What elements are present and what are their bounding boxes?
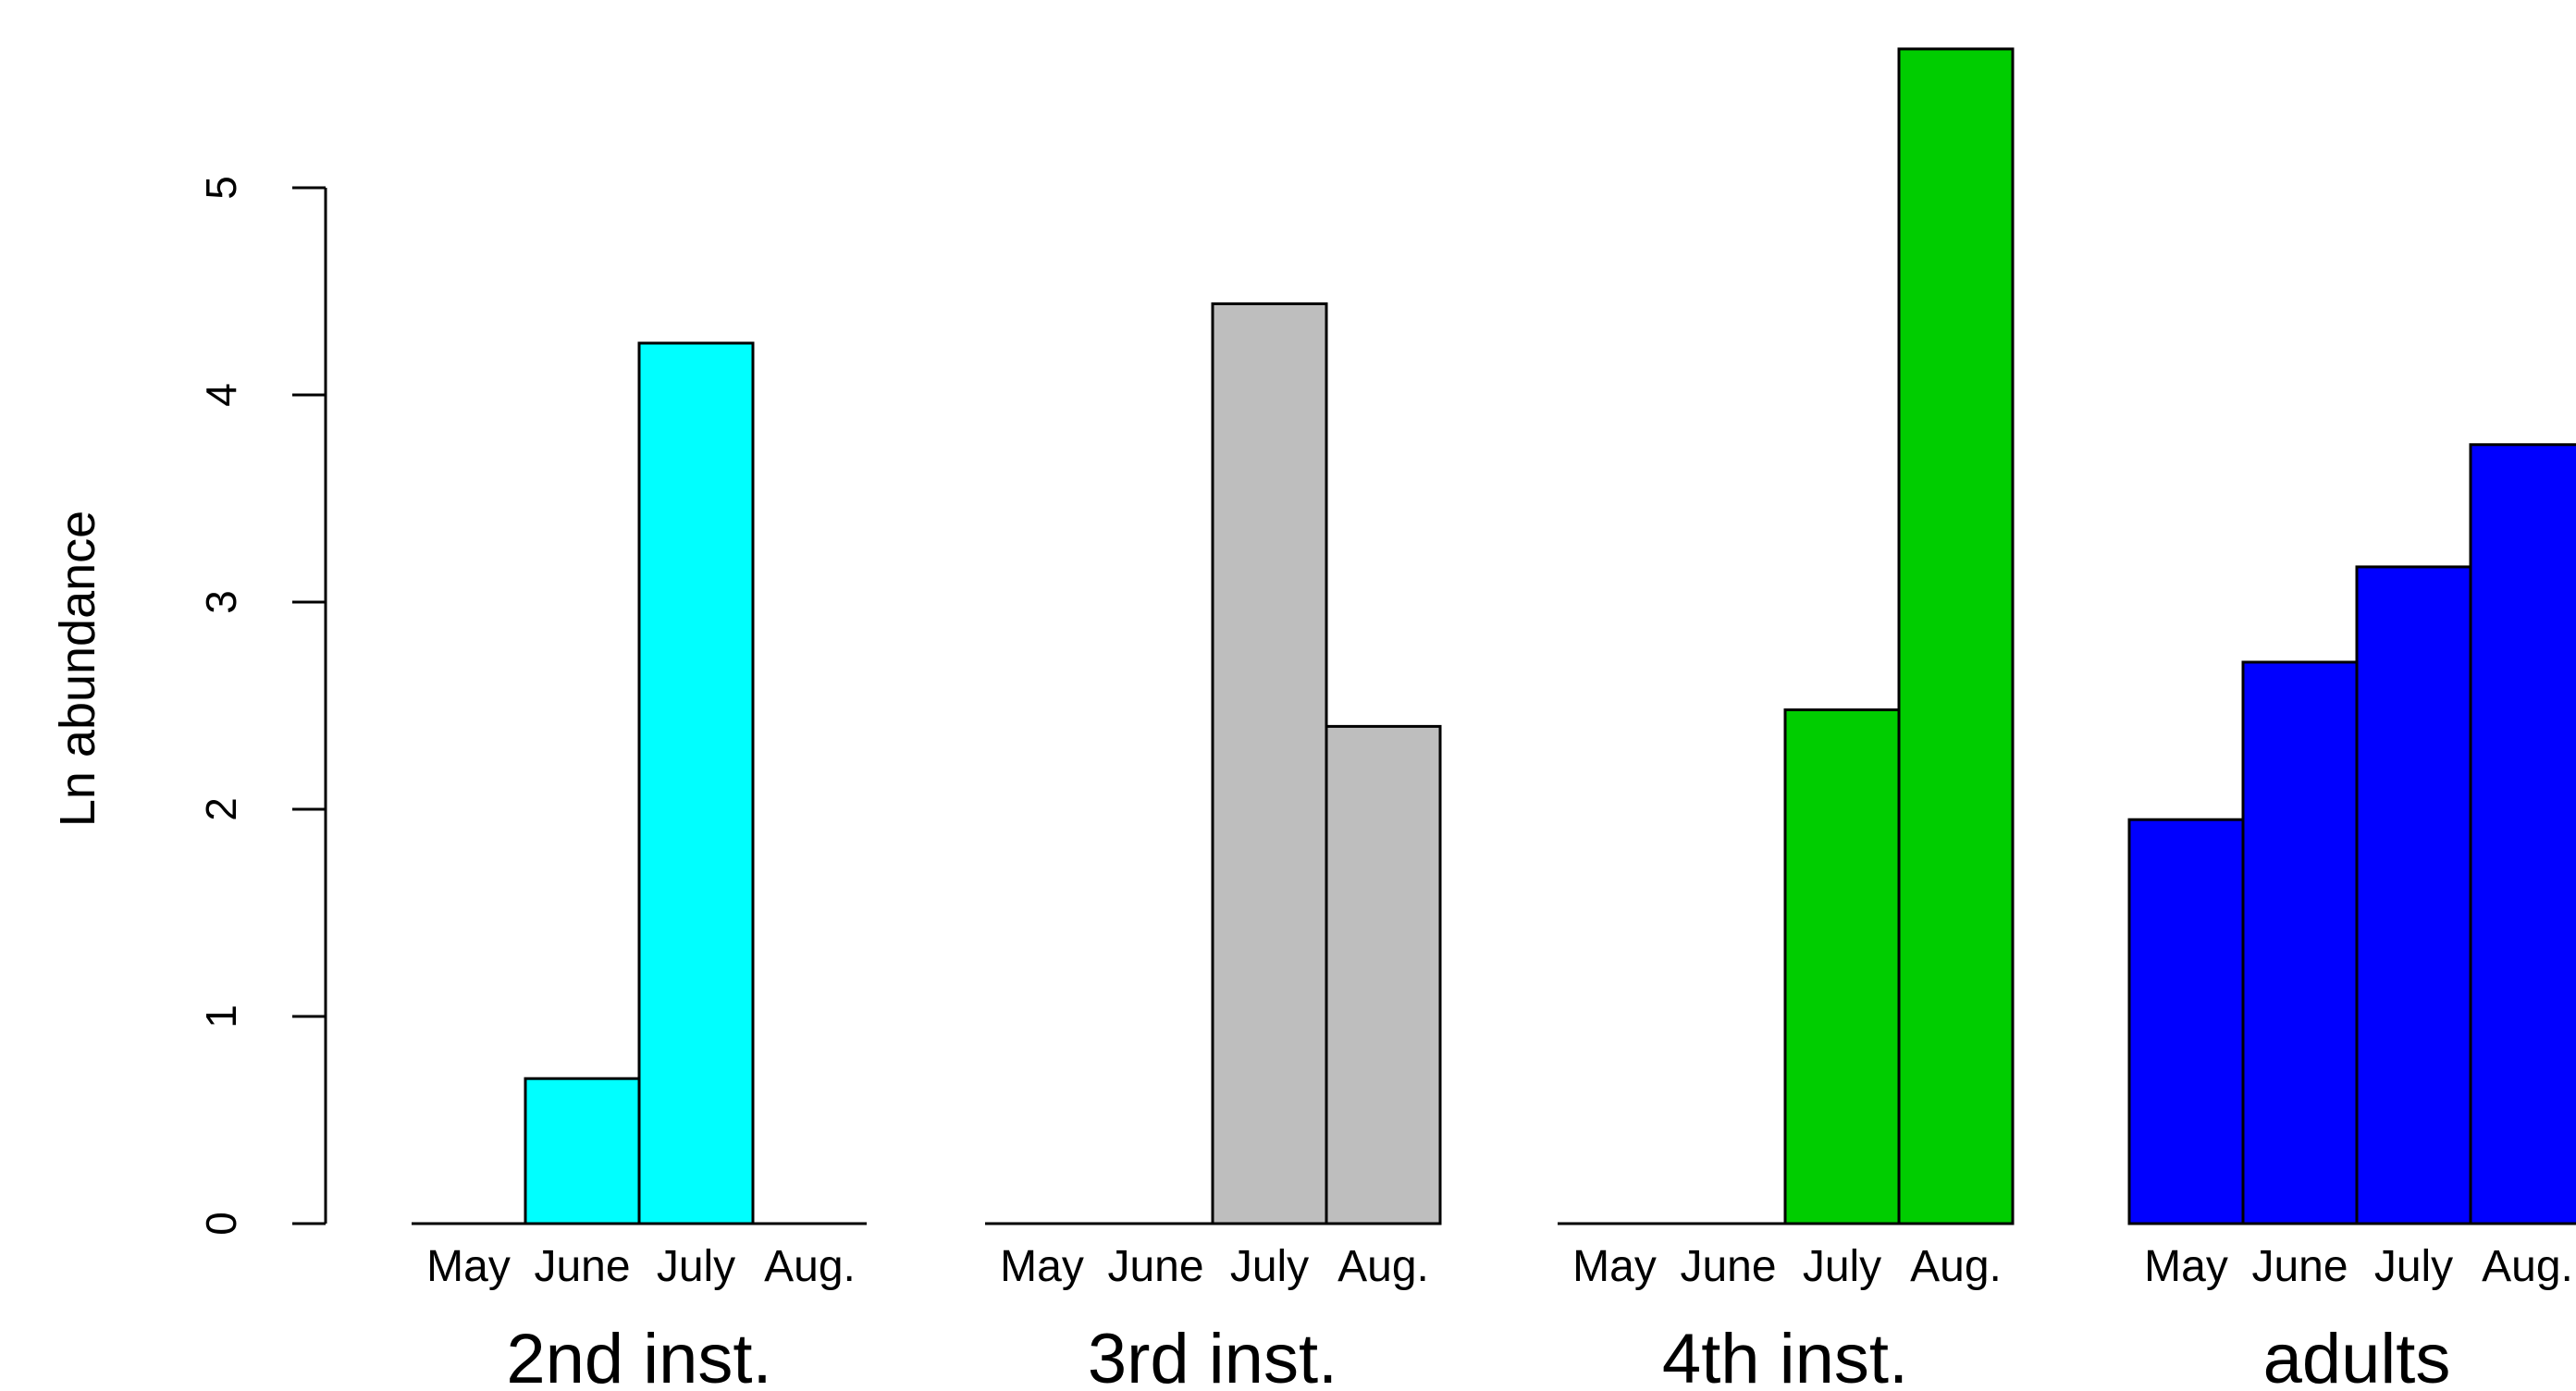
chart-panels: May June July Aug.2nd inst.May June July Aug.3… bbox=[412, 47, 2576, 1391]
y-tick-label: 3 bbox=[197, 590, 245, 614]
bar bbox=[524, 1077, 641, 1225]
category-label: Aug. bbox=[1910, 1242, 2002, 1291]
category-label: June bbox=[1107, 1242, 1203, 1291]
category-label: May bbox=[1572, 1242, 1657, 1291]
bar bbox=[2469, 443, 2576, 1225]
category-label: June bbox=[1680, 1242, 1776, 1291]
category-label: Aug. bbox=[2482, 1242, 2573, 1291]
category-label: June bbox=[534, 1242, 630, 1291]
panel-4: May June July Aug. adults bbox=[2127, 443, 2576, 1391]
group-label: 2nd inst. bbox=[506, 1320, 771, 1391]
category-label: July bbox=[1230, 1242, 1309, 1291]
category-label: May bbox=[426, 1242, 511, 1291]
y-tick-label: 5 bbox=[197, 176, 245, 200]
bar bbox=[1783, 708, 1901, 1225]
bar bbox=[1325, 724, 1442, 1225]
category-label: June bbox=[2251, 1242, 2348, 1291]
y-axis-title: Ln abundance bbox=[50, 511, 105, 827]
category-label: July bbox=[657, 1242, 735, 1291]
panel-2: May June July Aug.3rd inst. bbox=[985, 302, 1442, 1391]
bar bbox=[637, 341, 755, 1225]
bar bbox=[2355, 565, 2472, 1225]
group-label: 4th inst. bbox=[1662, 1320, 1908, 1391]
panel-3: May June July Aug.4th inst. bbox=[1558, 47, 2015, 1391]
group-label: adults bbox=[2263, 1320, 2451, 1391]
y-tick-label: 4 bbox=[197, 383, 245, 407]
category-label: May bbox=[1000, 1242, 1084, 1291]
category-label: Aug. bbox=[1337, 1242, 1429, 1291]
category-label: May bbox=[2144, 1242, 2228, 1291]
bar bbox=[2127, 818, 2245, 1225]
bar bbox=[1211, 302, 1328, 1225]
y-axis: 0 1 2 3 4 5 bbox=[197, 176, 327, 1236]
panel-1: May June July Aug. 2nd inst. bbox=[412, 341, 867, 1391]
y-tick-label: 2 bbox=[197, 797, 245, 821]
y-tick-label: 1 bbox=[197, 1004, 245, 1028]
bar bbox=[1897, 47, 2015, 1225]
category-label: July bbox=[2374, 1242, 2453, 1291]
category-label: July bbox=[1803, 1242, 1881, 1291]
bar bbox=[2241, 660, 2359, 1225]
y-tick-label: 0 bbox=[197, 1212, 245, 1236]
group-label: 3rd inst. bbox=[1088, 1320, 1337, 1391]
category-label: Aug. bbox=[764, 1242, 856, 1291]
